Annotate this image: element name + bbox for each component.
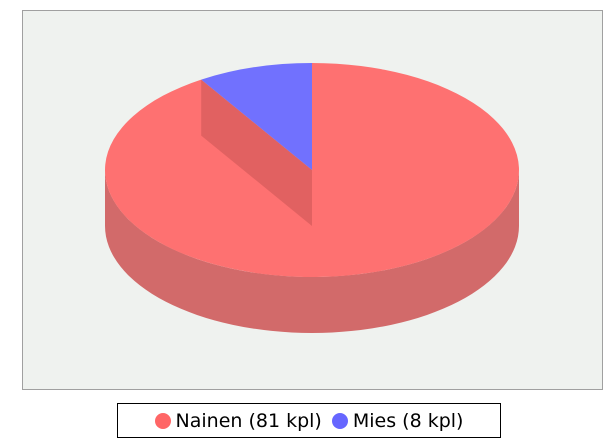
legend: Nainen (81 kpl) Mies (8 kpl) <box>117 403 501 438</box>
legend-item: Mies (8 kpl) <box>331 409 464 432</box>
legend-item: Nainen (81 kpl) <box>154 409 322 432</box>
slice-wall <box>201 79 312 226</box>
chart <box>22 10 603 390</box>
legend-label: Nainen (81 kpl) <box>175 409 322 432</box>
legend-label: Mies (8 kpl) <box>352 409 464 432</box>
pie-side <box>105 170 519 333</box>
pie-slice <box>104 63 520 278</box>
legend-swatch <box>154 412 171 429</box>
legend-swatch <box>331 412 348 429</box>
pie-slice <box>201 63 312 170</box>
